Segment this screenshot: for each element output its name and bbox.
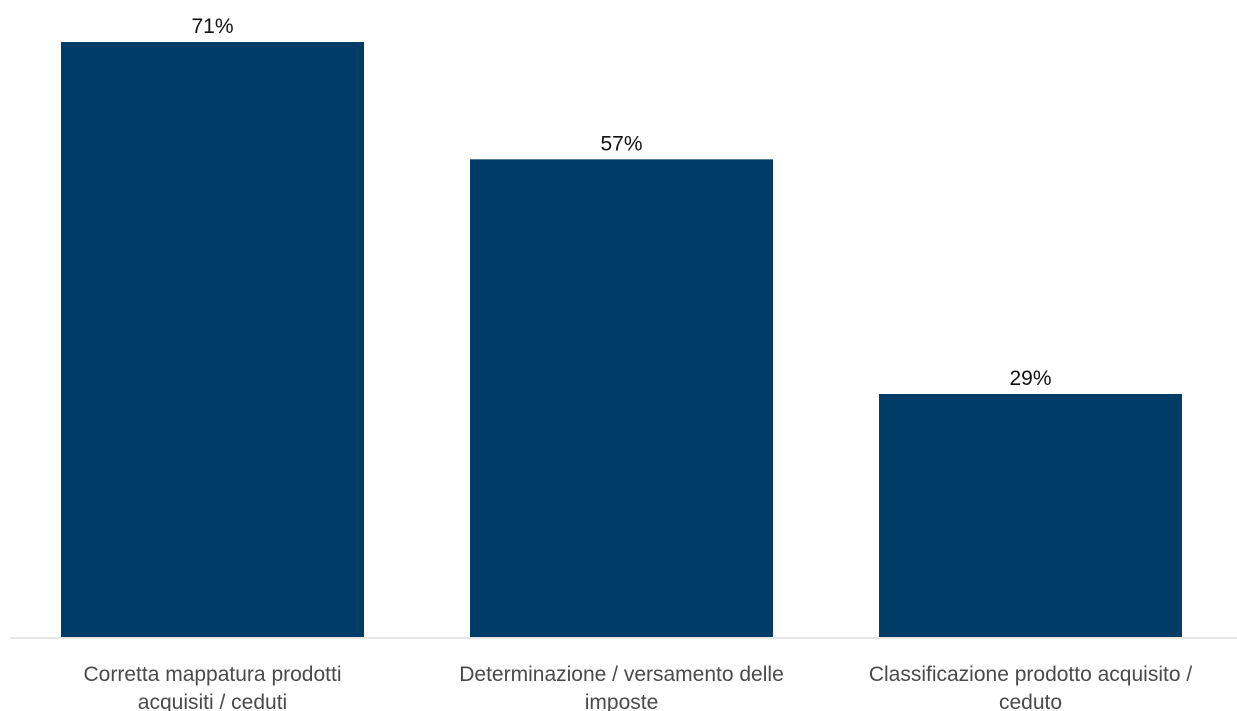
data-label-1: 71% xyxy=(191,15,233,38)
category-label-1: Corretta mappatura prodotti acquisiti / c… xyxy=(84,663,342,711)
bars-group xyxy=(61,42,1182,637)
category-labels-group: Corretta mappatura prodotti acquisiti / c… xyxy=(84,663,1193,711)
category-label-line: acquisiti / ceduti xyxy=(138,691,287,711)
data-label-2: 57% xyxy=(600,132,642,155)
bar-3 xyxy=(879,393,1182,637)
bar-1 xyxy=(61,42,364,637)
bar-2 xyxy=(470,159,773,637)
category-label-line: Corretta mappatura prodotti xyxy=(84,663,342,686)
category-label-2: Determinazione / versamento delle imposte xyxy=(459,663,784,711)
category-label-line: Determinazione / versamento delle xyxy=(459,663,784,686)
value-labels-group: 71% 57% 29% xyxy=(191,15,1051,390)
category-label-line: Classificazione prodotto acquisito / xyxy=(869,663,1193,686)
category-label-3: Classificazione prodotto acquisito / cedu… xyxy=(869,663,1193,711)
category-label-line: imposte xyxy=(585,691,659,711)
data-label-3: 29% xyxy=(1009,367,1051,390)
category-label-line: ceduto xyxy=(999,691,1062,711)
